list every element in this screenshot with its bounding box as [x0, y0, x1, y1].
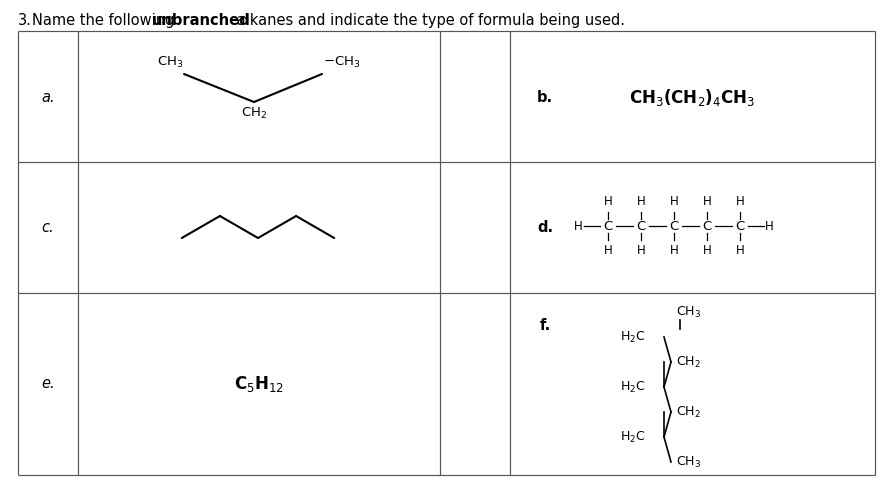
Text: H: H	[604, 195, 613, 208]
Text: H: H	[735, 244, 744, 257]
Text: 3.: 3.	[18, 13, 32, 28]
Text: e.: e.	[42, 376, 55, 392]
Text: H: H	[735, 195, 744, 208]
Text: CH$_3$: CH$_3$	[156, 55, 183, 70]
Text: C: C	[636, 220, 645, 232]
Text: f.: f.	[539, 318, 551, 333]
Text: a.: a.	[42, 90, 55, 105]
Text: H: H	[703, 244, 712, 257]
Text: C: C	[735, 220, 744, 232]
Text: unbranched: unbranched	[152, 13, 251, 28]
Text: H: H	[636, 244, 645, 257]
Text: CH$_3$(CH$_2$)$_4$CH$_3$: CH$_3$(CH$_2$)$_4$CH$_3$	[629, 87, 755, 108]
Text: CH$_2$: CH$_2$	[240, 106, 267, 121]
Text: d.: d.	[537, 220, 553, 235]
Text: H: H	[669, 244, 678, 257]
Text: CH$_3$: CH$_3$	[676, 454, 701, 469]
Text: C: C	[604, 220, 613, 232]
Text: c.: c.	[42, 220, 54, 235]
Text: CH$_2$: CH$_2$	[676, 355, 701, 370]
Text: CH$_2$: CH$_2$	[676, 404, 701, 419]
Text: alkanes and indicate the type of formula being used.: alkanes and indicate the type of formula…	[232, 13, 625, 28]
Text: CH$_3$: CH$_3$	[676, 304, 701, 319]
Text: H: H	[574, 220, 583, 232]
Text: Name the following: Name the following	[32, 13, 179, 28]
Text: C: C	[703, 220, 712, 232]
Text: H: H	[669, 195, 678, 208]
Text: H: H	[766, 220, 774, 232]
Text: H$_2$C: H$_2$C	[621, 329, 646, 344]
Text: H$_2$C: H$_2$C	[621, 430, 646, 445]
Text: b.: b.	[537, 90, 553, 105]
Text: C$_5$H$_{12}$: C$_5$H$_{12}$	[234, 374, 284, 394]
Text: H: H	[604, 244, 613, 257]
Text: C: C	[669, 220, 679, 232]
Text: H: H	[636, 195, 645, 208]
Text: H$_2$C: H$_2$C	[621, 379, 646, 394]
Text: $-$CH$_3$: $-$CH$_3$	[323, 55, 361, 70]
Text: H: H	[703, 195, 712, 208]
